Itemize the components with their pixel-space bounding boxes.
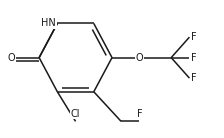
Text: HN: HN bbox=[41, 18, 56, 28]
Text: Cl: Cl bbox=[71, 109, 80, 119]
Text: F: F bbox=[191, 73, 196, 83]
Text: F: F bbox=[191, 53, 196, 63]
Text: F: F bbox=[191, 32, 196, 42]
Text: O: O bbox=[8, 53, 15, 63]
Text: F: F bbox=[136, 109, 142, 119]
Text: O: O bbox=[136, 53, 143, 63]
